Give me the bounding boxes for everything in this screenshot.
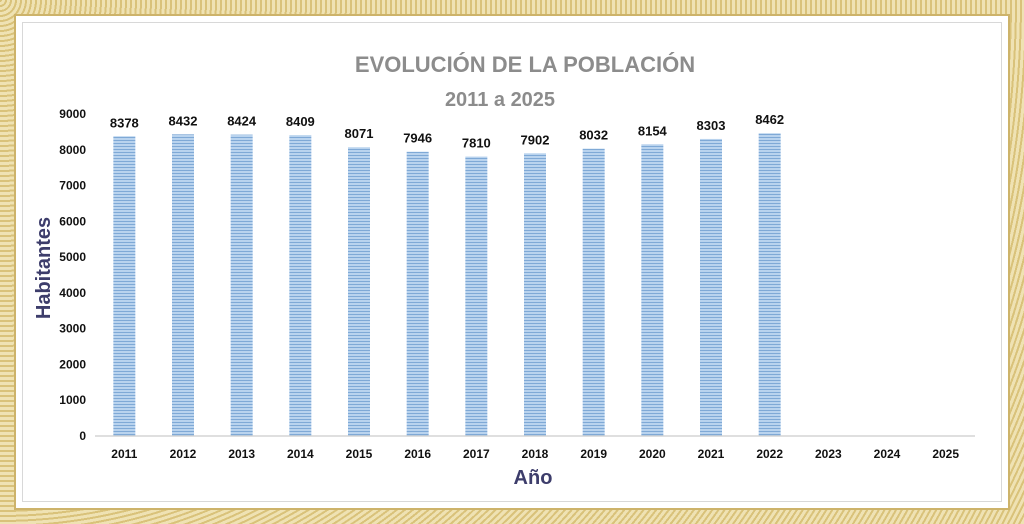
data-label-2016: 7946 — [403, 131, 432, 146]
x-tick-label-2018: 2018 — [522, 447, 549, 461]
x-axis-label: Año — [514, 467, 553, 489]
y-tick-label: 3000 — [59, 322, 86, 336]
data-label-2014: 8409 — [286, 114, 315, 129]
bar-2015 — [348, 147, 370, 436]
bars: 8378 8432 8424 8409 8071 7946 7810 7902 8032 8154… — [110, 112, 784, 437]
y-tick-label: 4000 — [59, 286, 86, 300]
bar-2014 — [289, 135, 312, 437]
data-label-2017: 7810 — [462, 136, 491, 151]
y-axis-label: Habitantes — [33, 217, 55, 319]
x-tick-label-2012: 2012 — [170, 447, 197, 461]
y-tick-label: 5000 — [59, 250, 86, 264]
bar-2013 — [230, 134, 253, 436]
y-axis: 0 1000 2000 3000 4000 5000 6000 7000 8000 9000 — [59, 107, 86, 443]
bar-2021 — [700, 138, 722, 436]
data-label-2021: 8303 — [697, 118, 726, 133]
data-label-2018: 7902 — [521, 132, 550, 147]
y-tick-label: 8000 — [59, 143, 86, 157]
chart-title: EVOLUCIÓN DE LA POBLACIÓN — [355, 52, 695, 77]
x-tick-label-2022: 2022 — [756, 447, 783, 461]
y-tick-label: 7000 — [59, 179, 86, 193]
y-tick-label: 9000 — [59, 107, 86, 121]
bar-2011 — [113, 136, 136, 436]
x-tick-label-2017: 2017 — [463, 447, 490, 461]
chart-subtitle: 2011 a 2025 — [445, 89, 555, 111]
data-label-2022: 8462 — [755, 112, 784, 127]
x-tick-label-2015: 2015 — [346, 447, 373, 461]
data-label-2013: 8424 — [227, 114, 257, 129]
bar-2022 — [758, 133, 781, 436]
bar-2018 — [524, 153, 546, 436]
x-tick-label-2020: 2020 — [639, 447, 666, 461]
y-tick-label: 2000 — [59, 357, 86, 371]
y-tick-label: 0 — [79, 429, 86, 443]
x-tick-label-2014: 2014 — [287, 447, 314, 461]
x-tick-label-2021: 2021 — [698, 447, 725, 461]
x-tick-label-2024: 2024 — [874, 447, 901, 461]
x-axis: 2011 2012 2013 2014 2015 2016 2017 2018 2019 2020… — [111, 447, 959, 461]
bar-2012 — [172, 134, 194, 436]
bar-2016 — [406, 151, 429, 436]
data-label-2020: 8154 — [638, 123, 668, 138]
bar-2017 — [465, 156, 488, 436]
x-tick-label-2013: 2013 — [228, 447, 255, 461]
x-tick-label-2025: 2025 — [932, 447, 959, 461]
data-label-2012: 8432 — [169, 113, 198, 128]
data-label-2015: 8071 — [345, 126, 374, 141]
y-tick-label: 1000 — [59, 393, 86, 407]
x-tick-label-2016: 2016 — [404, 447, 431, 461]
data-label-2019: 8032 — [579, 128, 608, 143]
data-label-2011: 8378 — [110, 115, 139, 130]
y-tick-label: 6000 — [59, 214, 86, 228]
bar-2020 — [641, 144, 664, 436]
bar-2019 — [582, 148, 605, 437]
x-tick-label-2019: 2019 — [580, 447, 607, 461]
x-tick-label-2011: 2011 — [111, 447, 137, 461]
chart-inner-border — [22, 22, 1002, 502]
x-tick-label-2023: 2023 — [815, 447, 842, 461]
